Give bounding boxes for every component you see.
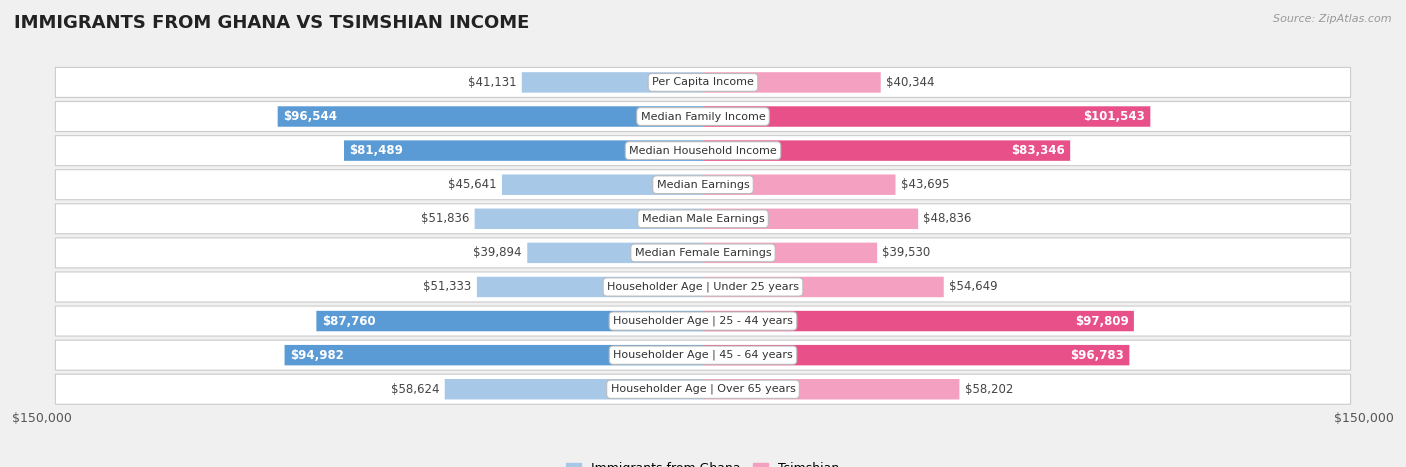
FancyBboxPatch shape xyxy=(703,209,918,229)
FancyBboxPatch shape xyxy=(522,72,703,92)
FancyBboxPatch shape xyxy=(703,175,896,195)
Text: Median Male Earnings: Median Male Earnings xyxy=(641,214,765,224)
FancyBboxPatch shape xyxy=(703,277,943,297)
Text: $40,344: $40,344 xyxy=(886,76,935,89)
Text: $96,544: $96,544 xyxy=(283,110,337,123)
Text: Median Family Income: Median Family Income xyxy=(641,112,765,121)
FancyBboxPatch shape xyxy=(344,141,703,161)
Text: $51,836: $51,836 xyxy=(420,212,470,225)
Text: $58,624: $58,624 xyxy=(391,383,440,396)
Text: $45,641: $45,641 xyxy=(449,178,496,191)
Text: $41,131: $41,131 xyxy=(468,76,516,89)
FancyBboxPatch shape xyxy=(703,243,877,263)
Text: $54,649: $54,649 xyxy=(949,281,998,293)
Text: Householder Age | 45 - 64 years: Householder Age | 45 - 64 years xyxy=(613,350,793,361)
FancyBboxPatch shape xyxy=(703,141,1070,161)
Text: Householder Age | Under 25 years: Householder Age | Under 25 years xyxy=(607,282,799,292)
FancyBboxPatch shape xyxy=(703,379,959,399)
FancyBboxPatch shape xyxy=(55,272,1351,302)
FancyBboxPatch shape xyxy=(703,311,1133,331)
FancyBboxPatch shape xyxy=(55,238,1351,268)
FancyBboxPatch shape xyxy=(277,106,703,127)
Text: $48,836: $48,836 xyxy=(924,212,972,225)
FancyBboxPatch shape xyxy=(284,345,703,365)
Text: Source: ZipAtlas.com: Source: ZipAtlas.com xyxy=(1274,14,1392,24)
FancyBboxPatch shape xyxy=(55,204,1351,234)
FancyBboxPatch shape xyxy=(55,101,1351,132)
FancyBboxPatch shape xyxy=(502,175,703,195)
Text: IMMIGRANTS FROM GHANA VS TSIMSHIAN INCOME: IMMIGRANTS FROM GHANA VS TSIMSHIAN INCOM… xyxy=(14,14,530,32)
FancyBboxPatch shape xyxy=(475,209,703,229)
Text: $87,760: $87,760 xyxy=(322,315,375,327)
Text: $96,783: $96,783 xyxy=(1070,349,1123,361)
Text: Median Earnings: Median Earnings xyxy=(657,180,749,190)
Text: Per Capita Income: Per Capita Income xyxy=(652,78,754,87)
FancyBboxPatch shape xyxy=(527,243,703,263)
Text: $101,543: $101,543 xyxy=(1083,110,1144,123)
FancyBboxPatch shape xyxy=(55,135,1351,166)
Legend: Immigrants from Ghana, Tsimshian: Immigrants from Ghana, Tsimshian xyxy=(567,462,839,467)
Text: Median Household Income: Median Household Income xyxy=(628,146,778,156)
Text: $58,202: $58,202 xyxy=(965,383,1014,396)
Text: $83,346: $83,346 xyxy=(1011,144,1064,157)
FancyBboxPatch shape xyxy=(55,170,1351,200)
Text: $51,333: $51,333 xyxy=(423,281,471,293)
FancyBboxPatch shape xyxy=(703,345,1129,365)
Text: $81,489: $81,489 xyxy=(349,144,404,157)
FancyBboxPatch shape xyxy=(703,72,880,92)
FancyBboxPatch shape xyxy=(316,311,703,331)
Text: $43,695: $43,695 xyxy=(901,178,949,191)
Text: $39,530: $39,530 xyxy=(883,247,931,259)
FancyBboxPatch shape xyxy=(55,306,1351,336)
FancyBboxPatch shape xyxy=(477,277,703,297)
FancyBboxPatch shape xyxy=(55,374,1351,404)
Text: Householder Age | Over 65 years: Householder Age | Over 65 years xyxy=(610,384,796,395)
FancyBboxPatch shape xyxy=(55,340,1351,370)
Text: Householder Age | 25 - 44 years: Householder Age | 25 - 44 years xyxy=(613,316,793,326)
Text: $94,982: $94,982 xyxy=(290,349,343,361)
Text: $97,809: $97,809 xyxy=(1074,315,1129,327)
FancyBboxPatch shape xyxy=(55,67,1351,98)
FancyBboxPatch shape xyxy=(703,106,1150,127)
FancyBboxPatch shape xyxy=(444,379,703,399)
Text: $39,894: $39,894 xyxy=(474,247,522,259)
Text: Median Female Earnings: Median Female Earnings xyxy=(634,248,772,258)
